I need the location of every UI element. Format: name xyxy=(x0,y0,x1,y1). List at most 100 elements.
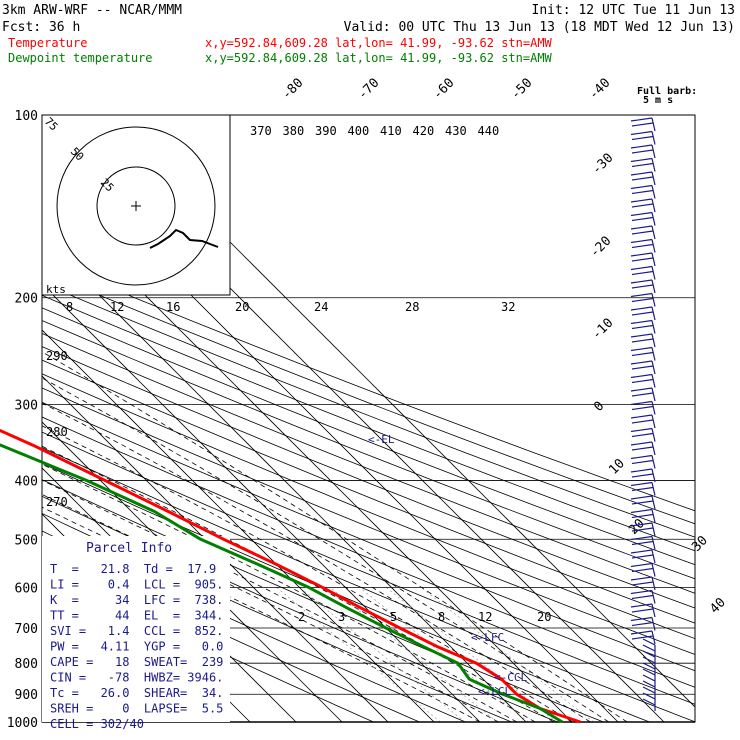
parcel-info-title: Parcel Info xyxy=(86,541,172,556)
wind-barb xyxy=(630,184,656,199)
wind-barb xyxy=(642,644,656,657)
pressure-label: 900 xyxy=(15,688,38,703)
theta-label: 400 xyxy=(348,124,370,138)
wind-barb xyxy=(642,680,656,693)
hodo-units: kts xyxy=(46,283,66,296)
wind-barb xyxy=(630,211,656,226)
parcel-info-row: T = 21.8 Td = 17.9 xyxy=(50,562,216,576)
parcel-info-row: K = 34 LFC = 738. xyxy=(50,593,223,607)
parcel-info-row: SREH = 0 LAPSE= 5.5 xyxy=(50,702,223,716)
wind-barb xyxy=(630,252,656,267)
wind-barb xyxy=(642,698,656,711)
wind-barb xyxy=(630,319,656,334)
mixing-ratio-label: 20 xyxy=(537,610,551,624)
wind-barb xyxy=(630,292,656,307)
init-time: Init: 12 UTC Tue 11 Jun 13 xyxy=(532,3,736,18)
theta-label: 430 xyxy=(445,124,467,138)
pressure-label: 800 xyxy=(15,657,38,672)
dewpoint-location: x,y=592.84,609.28 lat,lon= 41.99, -93.62… xyxy=(205,51,553,65)
wind-barb xyxy=(630,522,656,537)
forecast-hour: Fcst: 36 h xyxy=(2,20,80,35)
parcel-info-row: LI = 0.4 LCL = 905. xyxy=(50,578,223,592)
wind-barb xyxy=(630,279,656,294)
wind-barb xyxy=(630,198,656,213)
wind-barb xyxy=(630,495,656,510)
lfc-marker: <-LFC xyxy=(471,631,504,644)
wind-barb xyxy=(630,144,656,159)
parcel-info-row: TT = 44 EL = 344. xyxy=(50,609,223,623)
barb-key-line1: Full barb: xyxy=(637,86,697,97)
moist-label: 12 xyxy=(110,300,124,314)
wind-barb xyxy=(630,441,656,456)
isotherm-label: -40 xyxy=(586,76,613,103)
wind-barb xyxy=(630,225,656,240)
valid-time: Valid: 00 UTC Thu 13 Jun 13 (18 MDT Wed … xyxy=(344,20,735,35)
theta-label: 390 xyxy=(315,124,337,138)
el-marker: <-EL xyxy=(368,433,395,446)
theta-label: 440 xyxy=(478,124,500,138)
wind-barb xyxy=(630,306,656,321)
wind-barb xyxy=(630,400,656,415)
isotherm-label: 10 xyxy=(606,456,628,478)
lcl-marker: <-LCL xyxy=(478,685,511,698)
wind-barb xyxy=(630,333,656,348)
theta-label-left: 270 xyxy=(46,495,68,509)
diagram-grid xyxy=(41,114,696,723)
wind-barbs xyxy=(630,117,656,711)
wind-barb xyxy=(630,171,656,186)
wind-barb xyxy=(630,630,656,645)
theta-label: 410 xyxy=(380,124,402,138)
wind-barb xyxy=(642,692,656,705)
wind-barb xyxy=(630,265,656,280)
wind-barb xyxy=(630,414,656,429)
theta-label-left: 280 xyxy=(46,425,68,439)
moist-label: 24 xyxy=(314,300,328,314)
isotherm-label: -50 xyxy=(508,76,535,103)
wind-barb xyxy=(630,589,656,604)
moist-label: 28 xyxy=(405,300,419,314)
theta-label: 380 xyxy=(283,124,305,138)
mixing-ratio-label: 3 xyxy=(338,610,345,624)
parcel-info-row: CIN = -78 HWBZ= 3946. xyxy=(50,671,223,685)
wind-barb xyxy=(630,346,656,361)
wind-barb xyxy=(630,468,656,483)
wind-barb xyxy=(642,638,656,651)
mixing-ratio-label: 2 xyxy=(298,610,305,624)
mixing-ratio-label: 5 xyxy=(390,610,397,624)
wind-barb xyxy=(630,360,656,375)
pressure-label: 200 xyxy=(15,292,38,307)
theta-label-left: 290 xyxy=(46,349,68,363)
pressure-label: 100 xyxy=(15,109,38,124)
parcel-info-row: SVI = 1.4 CCL = 852. xyxy=(50,624,223,638)
pressure-label: 1000 xyxy=(7,716,38,731)
parcel-info-row: Tc = 26.0 SHEAR= 34. xyxy=(50,686,223,700)
barb-key-line2: 5 m s xyxy=(643,95,673,106)
mixing-ratio-label: 8 xyxy=(438,610,445,624)
pressure-label: 600 xyxy=(15,581,38,596)
parcel-info-row: CAPE = 18 SWEAT= 239 xyxy=(50,655,223,669)
pressure-label: 700 xyxy=(15,622,38,637)
moist-label: 16 xyxy=(166,300,180,314)
wind-barb xyxy=(642,686,656,699)
theta-label: 420 xyxy=(413,124,435,138)
theta-label: 370 xyxy=(250,124,272,138)
hodograph: 25 50 75 kts xyxy=(41,114,231,296)
moist-label: 8 xyxy=(66,300,73,314)
parcel-info-row: CELL = 302/40 xyxy=(50,717,144,731)
temperature-legend: Temperature xyxy=(8,36,87,50)
wind-barb xyxy=(630,562,656,577)
isotherm-label: -10 xyxy=(589,316,616,343)
dewpoint-profile xyxy=(0,443,564,724)
pressure-label: 300 xyxy=(15,399,38,414)
wind-barb xyxy=(642,650,656,663)
isotherm-label: -20 xyxy=(587,234,614,261)
wind-barb xyxy=(630,427,656,442)
wind-barb xyxy=(630,117,656,132)
isotherm-label: -30 xyxy=(589,151,616,178)
wind-barb xyxy=(642,668,656,681)
wind-barb xyxy=(630,157,656,172)
ccl-marker: <-CCL xyxy=(494,671,527,684)
wind-barb xyxy=(630,549,656,564)
wind-barb xyxy=(630,508,656,523)
